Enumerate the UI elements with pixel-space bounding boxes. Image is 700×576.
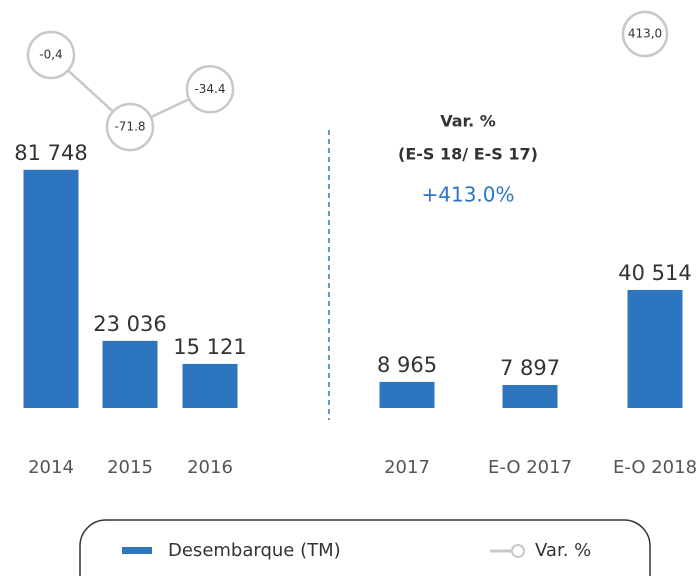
- x-tick-label: 2015: [107, 457, 153, 478]
- data-label: -0,4: [39, 47, 62, 61]
- x-tick-label: E-O 2017: [488, 457, 572, 478]
- point: [185, 65, 235, 114]
- data-label: 40 514: [618, 261, 691, 285]
- x-tick-label: E-O 2018: [613, 457, 697, 478]
- bar: [102, 340, 158, 408]
- bar: [379, 381, 435, 408]
- data-label: 8 965: [377, 353, 437, 377]
- legend-marker: [511, 544, 525, 558]
- bar: [182, 363, 238, 408]
- x-tick-label: 2014: [28, 457, 74, 478]
- x-tick-label: 2016: [187, 457, 233, 478]
- data-label: 23 036: [93, 312, 166, 336]
- bar: [627, 289, 683, 408]
- point: [26, 30, 76, 80]
- legend-label: Var. %: [535, 540, 591, 561]
- annotation: (E-S 18/ E-S 17): [398, 145, 538, 164]
- x-tick-label: 2017: [384, 457, 430, 478]
- legend-box: [79, 519, 651, 576]
- data-label: -34.4: [194, 82, 225, 96]
- data-label: 15 121: [173, 335, 246, 359]
- data-label: 81 748: [14, 141, 87, 165]
- annotation-bubble: [621, 10, 669, 58]
- bar: [23, 169, 79, 408]
- data-label: 7 897: [500, 356, 560, 380]
- annotation: +413.0%: [421, 183, 514, 207]
- data-label: -71.8: [114, 120, 145, 134]
- bar: [502, 384, 558, 408]
- legend-swatch: [122, 547, 152, 554]
- annotation: Var. %: [440, 112, 496, 131]
- legend-label: Desembarque (TM): [168, 540, 341, 561]
- point: [105, 102, 155, 152]
- annotation: 413,0: [628, 27, 662, 41]
